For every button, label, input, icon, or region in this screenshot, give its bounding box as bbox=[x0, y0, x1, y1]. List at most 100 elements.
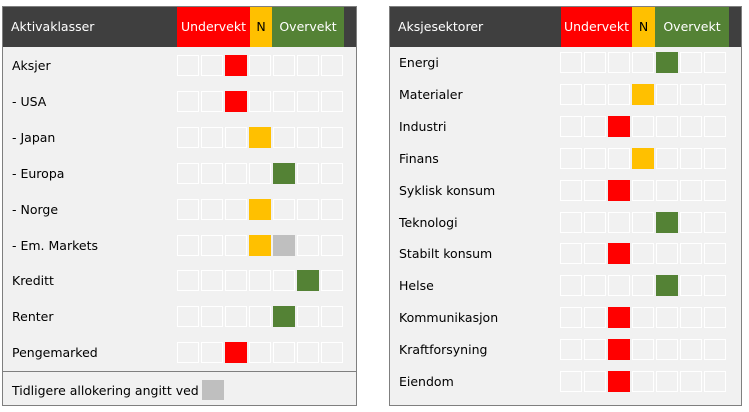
allocation-marker-yellow bbox=[632, 147, 654, 169]
allocation-cell bbox=[201, 342, 223, 364]
sector-panel: Aksjesektorer Undervekt N Overvekt Energ… bbox=[389, 6, 742, 406]
allocation-row-aksjer: Aksjer bbox=[3, 55, 356, 77]
allocation-cell bbox=[321, 55, 343, 76]
allocation-cell bbox=[273, 342, 295, 364]
sector-title: Aksjesektorer bbox=[398, 19, 484, 34]
allocation-cell bbox=[704, 211, 726, 233]
allocation-marker-red bbox=[608, 339, 630, 361]
allocation-cell bbox=[560, 371, 582, 392]
allocation-cell bbox=[680, 307, 702, 329]
allocation-row-helse: Helse bbox=[390, 275, 741, 297]
allocation-cell bbox=[321, 234, 343, 256]
row-label: Energi bbox=[399, 55, 439, 70]
allocation-cell bbox=[177, 234, 199, 256]
allocation-cell bbox=[297, 90, 319, 112]
allocation-marker-yellow bbox=[632, 83, 654, 105]
allocation-row-kreditt: Kreditt bbox=[3, 270, 356, 292]
allocation-cell bbox=[177, 198, 199, 220]
allocation-cell bbox=[297, 234, 319, 256]
allocation-cell bbox=[704, 339, 726, 361]
allocation-cell bbox=[225, 234, 247, 256]
allocation-cell bbox=[177, 270, 199, 292]
row-label: Pengemarked bbox=[12, 345, 98, 361]
allocation-cell bbox=[297, 342, 319, 364]
allocation-cell bbox=[249, 90, 271, 112]
allocation-marker-yellow bbox=[249, 198, 271, 220]
allocation-cell bbox=[656, 339, 678, 361]
allocation-row-finans: Finans bbox=[390, 147, 741, 170]
allocation-row-energi: Energi bbox=[390, 52, 741, 74]
allocation-row-teknologi: Teknologi bbox=[390, 211, 741, 234]
row-label: Aksjer bbox=[12, 58, 51, 73]
allocation-cell bbox=[225, 162, 247, 184]
row-label: Kraftforsyning bbox=[399, 342, 488, 358]
allocation-cell bbox=[656, 371, 678, 392]
allocation-marker-red bbox=[225, 90, 247, 112]
allocation-cell bbox=[704, 371, 726, 392]
allocation-cell bbox=[201, 90, 223, 112]
overweight-header: Overvekt bbox=[655, 7, 729, 47]
allocation-cell bbox=[656, 83, 678, 105]
allocation-cell bbox=[177, 306, 199, 328]
allocation-cell bbox=[680, 339, 702, 361]
allocation-cell bbox=[656, 307, 678, 329]
asset-class-header: Aktivaklasser Undervekt N Overvekt bbox=[3, 7, 356, 47]
allocation-cell bbox=[608, 83, 630, 105]
allocation-row-eiendom: Eiendom bbox=[390, 371, 741, 393]
allocation-cell bbox=[273, 270, 295, 292]
allocation-cell bbox=[297, 306, 319, 328]
allocation-cell bbox=[249, 55, 271, 76]
allocation-row-kommunikasjon: Kommunikasjon bbox=[390, 307, 741, 329]
allocation-marker-green bbox=[273, 162, 295, 184]
allocation-cell bbox=[560, 275, 582, 297]
allocation-row-stabilt-konsum: Stabilt konsum bbox=[390, 243, 741, 265]
previous-allocation-swatch bbox=[202, 380, 224, 400]
allocation-cell bbox=[225, 270, 247, 292]
allocation-cell bbox=[225, 198, 247, 220]
allocation-cell bbox=[321, 342, 343, 364]
allocation-row-usa: - USA bbox=[3, 90, 356, 113]
allocation-cell bbox=[680, 275, 702, 297]
allocation-marker-yellow bbox=[249, 126, 271, 148]
allocation-marker-red bbox=[608, 179, 630, 201]
allocation-marker-red bbox=[225, 342, 247, 364]
allocation-cell bbox=[680, 179, 702, 201]
allocation-marker-red bbox=[608, 307, 630, 329]
allocation-cell bbox=[632, 115, 654, 137]
allocation-cell bbox=[201, 234, 223, 256]
allocation-cell bbox=[273, 90, 295, 112]
allocation-cell bbox=[608, 275, 630, 297]
allocation-cell bbox=[584, 83, 606, 105]
allocation-cell bbox=[704, 275, 726, 297]
allocation-cell bbox=[273, 55, 295, 76]
row-label: - Norge bbox=[12, 201, 59, 217]
allocation-cell bbox=[632, 179, 654, 201]
footnote-divider bbox=[3, 371, 356, 372]
allocation-cell bbox=[249, 162, 271, 184]
neutral-header: N bbox=[250, 7, 272, 47]
allocation-cell bbox=[632, 339, 654, 361]
allocation-cell bbox=[321, 90, 343, 112]
allocation-cell bbox=[608, 147, 630, 169]
allocation-marker-red bbox=[225, 55, 247, 76]
allocation-cell bbox=[632, 307, 654, 329]
row-label: Stabilt konsum bbox=[399, 246, 493, 262]
allocation-cell bbox=[608, 52, 630, 73]
allocation-cell bbox=[704, 147, 726, 169]
allocation-cell bbox=[584, 115, 606, 137]
allocation-cell bbox=[560, 179, 582, 201]
row-label: Finans bbox=[399, 150, 439, 166]
allocation-marker-green bbox=[273, 306, 295, 328]
previous-allocation-note: Tidligere allokering angitt ved bbox=[12, 383, 199, 398]
asset-class-title: Aktivaklasser bbox=[11, 19, 95, 34]
allocation-marker-yellow bbox=[249, 234, 271, 256]
allocation-marker-red bbox=[608, 371, 630, 392]
row-label: - Em. Markets bbox=[12, 237, 98, 253]
allocation-cell bbox=[177, 126, 199, 148]
row-label: Syklisk konsum bbox=[399, 182, 496, 198]
allocation-cell bbox=[656, 243, 678, 265]
allocation-cell bbox=[656, 147, 678, 169]
allocation-marker-green bbox=[656, 211, 678, 233]
allocation-row-kraftforsyning: Kraftforsyning bbox=[390, 339, 741, 361]
allocation-cell bbox=[297, 126, 319, 148]
